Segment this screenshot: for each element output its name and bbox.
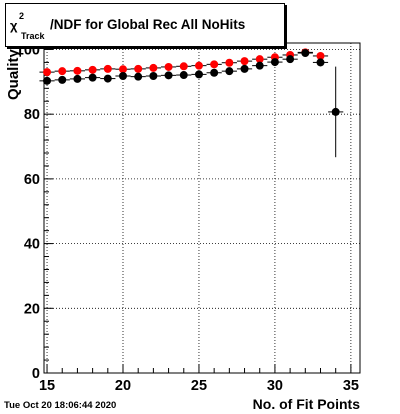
chart-title: /NDF for Global Rec All NoHits (50, 17, 246, 32)
title-subscript: Track (21, 31, 45, 41)
x-tick-label: 15 (39, 378, 55, 394)
data-point (103, 74, 112, 83)
data-point (255, 55, 264, 64)
data-point (286, 55, 295, 64)
data-point (210, 60, 219, 69)
data-point (225, 58, 234, 67)
x-tick-label: 20 (115, 378, 131, 394)
data-point (255, 61, 264, 70)
title-superscript: 2 (19, 11, 25, 21)
data-point (270, 58, 279, 67)
data-point (179, 71, 188, 80)
y-tick-label: 20 (24, 301, 40, 317)
data-point (316, 58, 325, 67)
x-tick-label: 25 (191, 378, 207, 394)
x-tick-label: 35 (343, 378, 359, 394)
data-point (331, 107, 340, 116)
y-axis-label: Quality (5, 49, 22, 100)
data-point (73, 74, 82, 83)
data-point (43, 76, 52, 85)
y-tick-label: 0 (32, 366, 40, 382)
data-point (103, 64, 112, 73)
data-point (43, 68, 52, 77)
plot-frame (43, 42, 361, 374)
data-point (134, 64, 143, 73)
data-point (194, 61, 203, 70)
y-tick-label: 60 (24, 172, 40, 188)
data-point (58, 67, 67, 76)
data-point (316, 51, 325, 60)
data-point (88, 73, 97, 82)
data-point (225, 67, 234, 76)
data-point (164, 62, 173, 71)
data-point (58, 75, 67, 84)
data-point (119, 72, 127, 80)
x-axis-label: No. of Fit Points (252, 396, 360, 412)
data-point (119, 65, 127, 74)
data-point (134, 72, 143, 81)
y-tick-label: 80 (24, 107, 40, 123)
data-point (73, 66, 82, 75)
data-point (194, 70, 203, 79)
data-point (240, 64, 249, 73)
title-chi-symbol: χ (10, 18, 18, 33)
data-layer (39, 48, 344, 158)
grid-layer (44, 43, 360, 374)
timestamp-label: Tue Oct 20 18:06:44 2020 (4, 400, 117, 411)
y-tick-label: 40 (24, 237, 40, 253)
data-point (149, 72, 158, 80)
data-point (301, 49, 310, 58)
data-point (164, 71, 173, 80)
data-point (179, 62, 188, 71)
data-point (88, 65, 97, 74)
data-point (210, 68, 219, 77)
chart-title-box: χ 2 Track /NDF for Global Rec All NoHits (5, 3, 285, 47)
data-point (240, 57, 249, 66)
data-point (149, 63, 158, 72)
x-tick-label: 30 (267, 378, 283, 394)
